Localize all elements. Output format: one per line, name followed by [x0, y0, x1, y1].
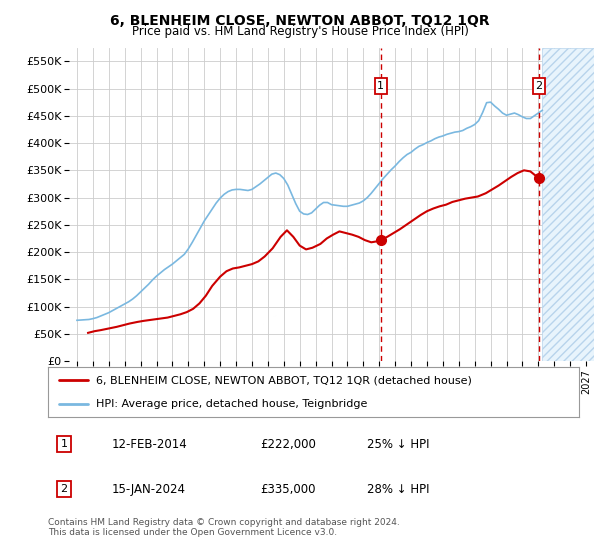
Text: Price paid vs. HM Land Registry's House Price Index (HPI): Price paid vs. HM Land Registry's House … — [131, 25, 469, 38]
Text: 28% ↓ HPI: 28% ↓ HPI — [367, 483, 429, 496]
Text: 1: 1 — [61, 439, 67, 449]
Text: 12-FEB-2014: 12-FEB-2014 — [112, 438, 187, 451]
Text: Contains HM Land Registry data © Crown copyright and database right 2024.
This d: Contains HM Land Registry data © Crown c… — [48, 518, 400, 538]
Text: 1: 1 — [377, 81, 385, 91]
Text: 15-JAN-2024: 15-JAN-2024 — [112, 483, 186, 496]
Text: 6, BLENHEIM CLOSE, NEWTON ABBOT, TQ12 1QR (detached house): 6, BLENHEIM CLOSE, NEWTON ABBOT, TQ12 1Q… — [96, 375, 472, 385]
Text: 6, BLENHEIM CLOSE, NEWTON ABBOT, TQ12 1QR: 6, BLENHEIM CLOSE, NEWTON ABBOT, TQ12 1Q… — [110, 14, 490, 28]
Text: £335,000: £335,000 — [260, 483, 316, 496]
Text: HPI: Average price, detached house, Teignbridge: HPI: Average price, detached house, Teig… — [96, 399, 367, 409]
Text: £222,000: £222,000 — [260, 438, 316, 451]
Text: 25% ↓ HPI: 25% ↓ HPI — [367, 438, 429, 451]
Text: 2: 2 — [536, 81, 542, 91]
Text: 2: 2 — [61, 484, 67, 494]
